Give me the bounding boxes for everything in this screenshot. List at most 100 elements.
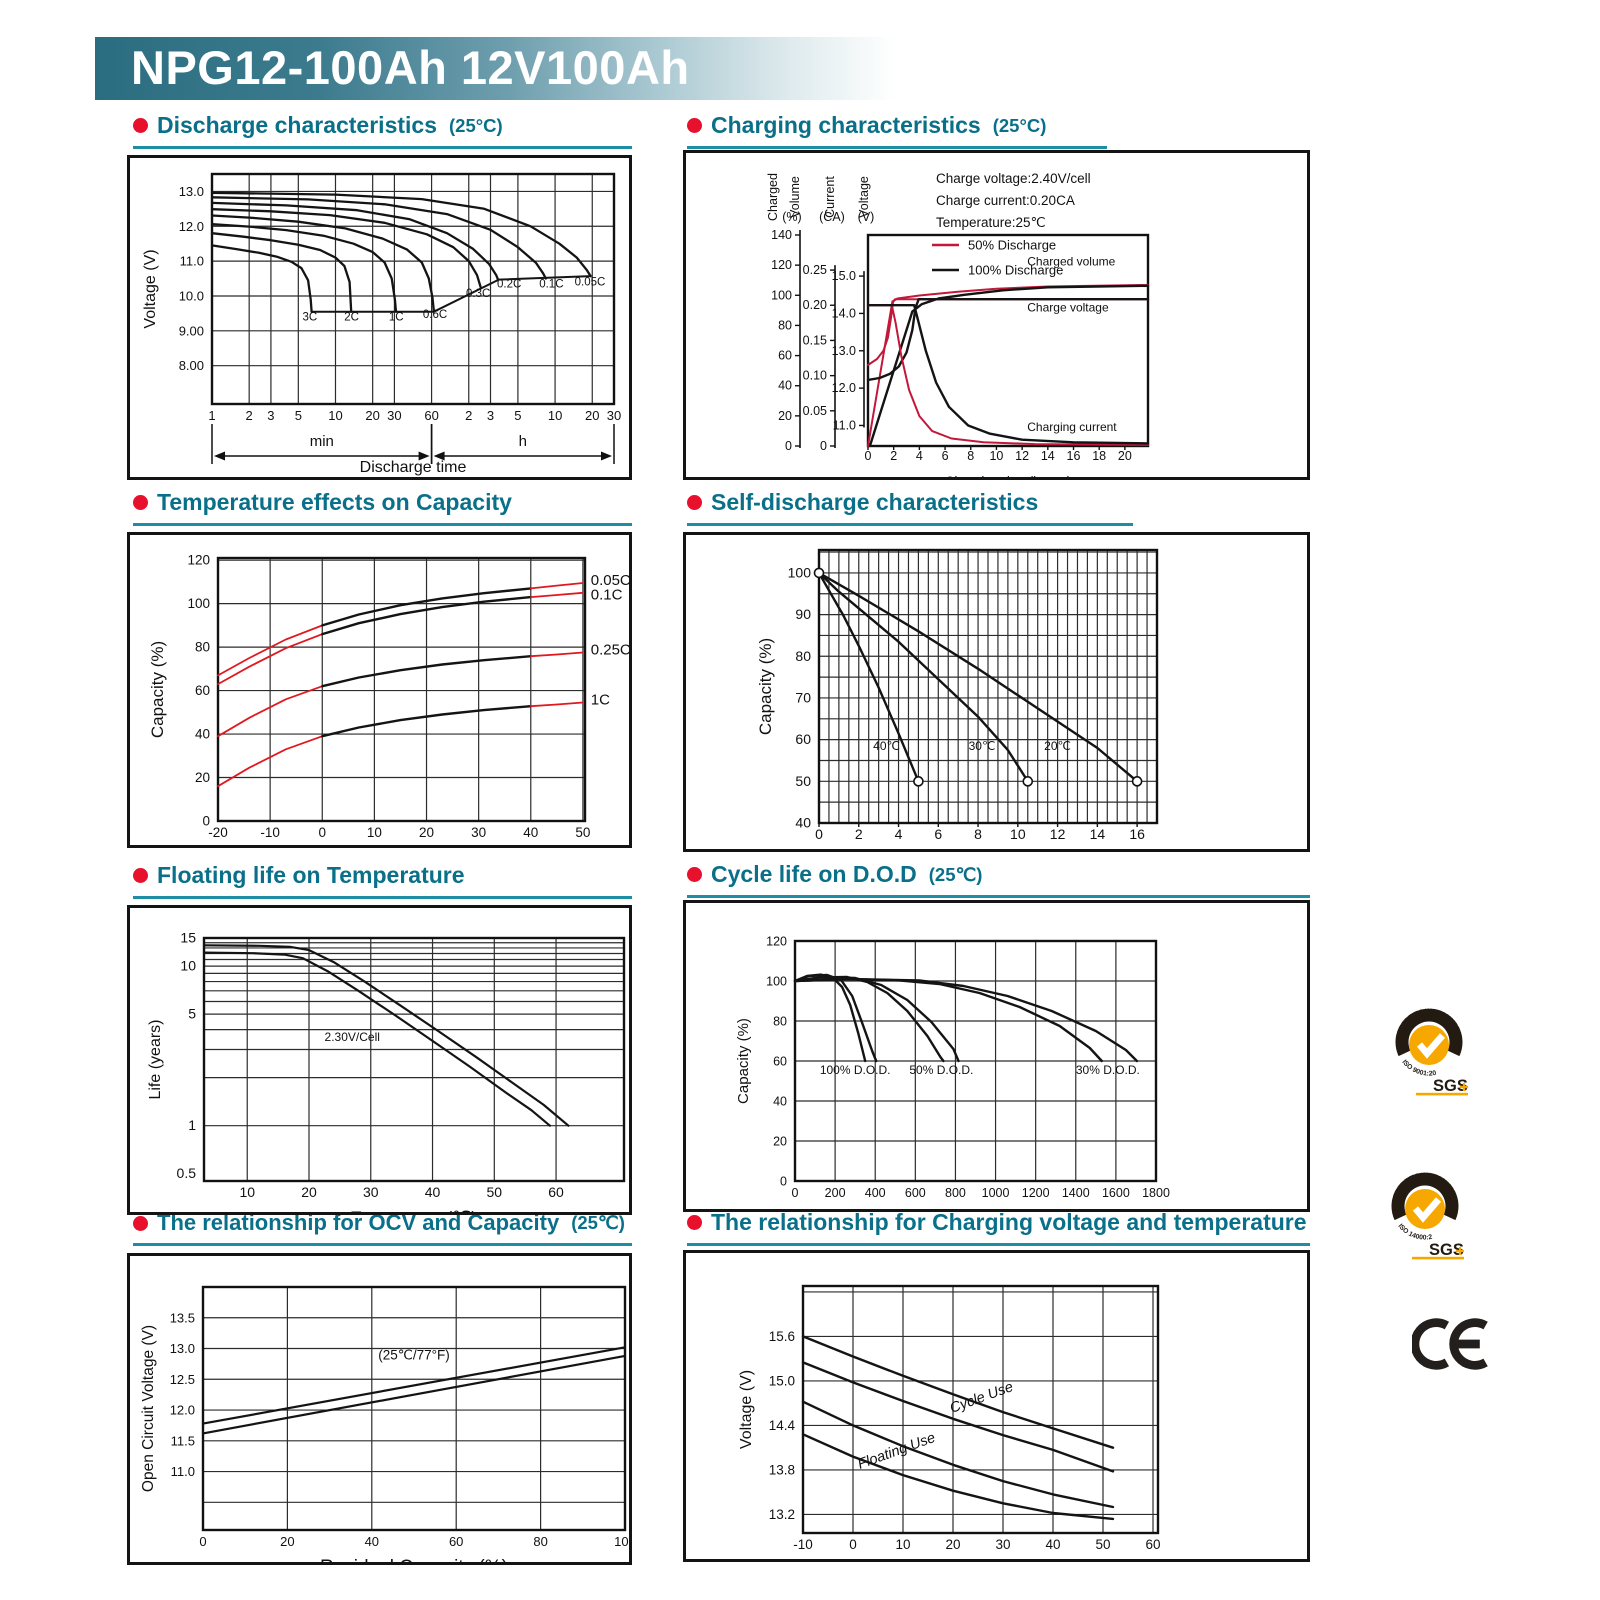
svg-text:0.10: 0.10 — [803, 369, 827, 383]
series-30C — [817, 571, 1029, 783]
svg-text:0: 0 — [199, 1534, 206, 1549]
series-dod30-a — [793, 977, 1103, 1063]
svg-text:0: 0 — [319, 825, 327, 840]
svg-text:0: 0 — [202, 814, 210, 829]
series-1C-cold — [217, 735, 324, 788]
svg-text:1: 1 — [188, 1117, 196, 1133]
svg-text:40: 40 — [795, 815, 811, 831]
svg-text:10.0: 10.0 — [179, 288, 204, 303]
svg-text:11.0: 11.0 — [180, 254, 204, 269]
svg-text:0.25: 0.25 — [803, 263, 827, 277]
svg-text:100% D.O.D.: 100% D.O.D. — [820, 1063, 891, 1077]
svg-text:Open Circuit Voltage (V): Open Circuit Voltage (V) — [140, 1325, 157, 1492]
series-charging-current-50 — [867, 304, 1149, 446]
section-title: Cycle life on D.O.D — [711, 861, 917, 887]
section-header-floating-life: Floating life on Temperature — [133, 862, 632, 899]
svg-text:15.6: 15.6 — [769, 1329, 795, 1344]
svg-text:50% Discharge: 50% Discharge — [968, 238, 1056, 253]
svg-text:100: 100 — [766, 975, 787, 989]
svg-text:15.0: 15.0 — [769, 1373, 795, 1388]
series-0.25C-cold — [217, 685, 324, 738]
svg-text:9.00: 9.00 — [179, 323, 204, 338]
series-dod50-a — [793, 975, 945, 1063]
product-title-banner: NPG12-100Ah 12V100Ah — [95, 37, 895, 100]
series-0.25C-hot — [529, 651, 584, 658]
svg-text:Charge current:0.20CA: Charge current:0.20CA — [936, 193, 1075, 208]
svg-text:Current: Current — [823, 176, 837, 218]
chart-ocv-capacity: 0 20 40 60 80 100 13.5 13.0 12.5 12.0 11.5 11.0 (25℃… — [127, 1253, 632, 1565]
svg-text:50: 50 — [575, 825, 590, 840]
series-floating-upper — [801, 1400, 1115, 1509]
svg-text:120: 120 — [187, 553, 210, 568]
series-3C — [210, 244, 313, 313]
svg-text:Capacity (%): Capacity (%) — [148, 641, 167, 738]
svg-text:3: 3 — [267, 408, 274, 423]
svg-text:-10: -10 — [793, 1537, 813, 1552]
svg-text:20℃: 20℃ — [1044, 739, 1071, 753]
section-header-charging: Charging characteristics (25°C) — [687, 112, 1107, 149]
svg-text:60: 60 — [1145, 1537, 1160, 1552]
svg-text:100: 100 — [771, 288, 792, 302]
svg-text:5: 5 — [514, 408, 521, 423]
svg-text:0.15: 0.15 — [803, 333, 827, 347]
series-charged-volume-100 — [868, 284, 1150, 448]
svg-text:13.0: 13.0 — [170, 1341, 195, 1356]
svg-text:120: 120 — [771, 258, 792, 272]
series-charging-current-100 — [866, 304, 1150, 445]
svg-text:20: 20 — [280, 1534, 294, 1549]
bullet-icon — [687, 495, 702, 510]
svg-text:Temperature(℃): Temperature(℃) — [351, 1208, 477, 1212]
svg-text:1200: 1200 — [1022, 1186, 1050, 1200]
svg-text:12: 12 — [1050, 826, 1066, 842]
section-title: Charging characteristics — [711, 112, 981, 138]
svg-text:Charging time(hours): Charging time(hours) — [945, 474, 1072, 477]
series-charge-voltage-50 — [867, 298, 1149, 366]
series-20C — [817, 571, 1139, 783]
svg-text:6: 6 — [934, 826, 942, 842]
svg-text:(%): (%) — [782, 210, 801, 224]
svg-text:80: 80 — [778, 318, 792, 332]
svg-text:Charge voltage: Charge voltage — [1027, 301, 1109, 315]
section-title-suffix: (25°C) — [449, 114, 503, 136]
svg-text:-20: -20 — [208, 825, 228, 840]
svg-text:11.5: 11.5 — [171, 1433, 195, 1448]
svg-text:400: 400 — [865, 1186, 886, 1200]
svg-text:0.1C: 0.1C — [539, 278, 563, 290]
svg-text:0: 0 — [780, 1175, 787, 1189]
section-title: Floating life on Temperature — [157, 862, 465, 888]
svg-text:1400: 1400 — [1062, 1186, 1090, 1200]
svg-text:40: 40 — [425, 1184, 441, 1200]
svg-text:40: 40 — [1045, 1537, 1060, 1552]
svg-text:Life (years): Life (years) — [147, 1019, 164, 1099]
series-0.3C — [210, 208, 482, 289]
svg-text:10: 10 — [989, 449, 1003, 463]
svg-text:60: 60 — [449, 1534, 463, 1549]
svg-text:20: 20 — [773, 1135, 787, 1149]
section-title-suffix: (25℃) — [928, 863, 983, 885]
series-40C — [817, 571, 920, 783]
svg-text:0.05: 0.05 — [803, 404, 827, 418]
series-cycle-upper — [801, 1335, 1115, 1449]
svg-text:1800: 1800 — [1142, 1186, 1170, 1200]
svg-text:2C: 2C — [344, 311, 359, 323]
svg-text:12.0: 12.0 — [832, 381, 856, 395]
section-title: Temperature effects on Capacity — [157, 489, 512, 515]
section-header-self-discharge: Self-discharge characteristics — [687, 489, 1133, 526]
svg-text:30℃: 30℃ — [969, 739, 996, 753]
ce-mark — [1410, 1300, 1504, 1388]
svg-text:8: 8 — [967, 449, 974, 463]
section-header-ocv: The relationship for OCV and Capacity (2… — [133, 1210, 632, 1246]
svg-text:80: 80 — [773, 1015, 787, 1029]
svg-text:60: 60 — [778, 349, 792, 363]
svg-text:0.5: 0.5 — [177, 1165, 197, 1181]
svg-text:15.0: 15.0 — [832, 269, 856, 283]
svg-text:Capacity (%): Capacity (%) — [756, 638, 775, 735]
svg-text:Voltage (V): Voltage (V) — [738, 1370, 755, 1449]
svg-text:SGS: SGS — [1429, 1241, 1464, 1259]
svg-text:50: 50 — [487, 1184, 503, 1200]
plot-self-discharge: 024681012141640506070809010040℃30℃20℃Sto… — [756, 548, 1159, 842]
svg-text:5: 5 — [188, 1006, 196, 1022]
series-ocv-lower — [201, 1354, 627, 1435]
svg-text:Floating Use: Floating Use — [856, 1430, 938, 1473]
